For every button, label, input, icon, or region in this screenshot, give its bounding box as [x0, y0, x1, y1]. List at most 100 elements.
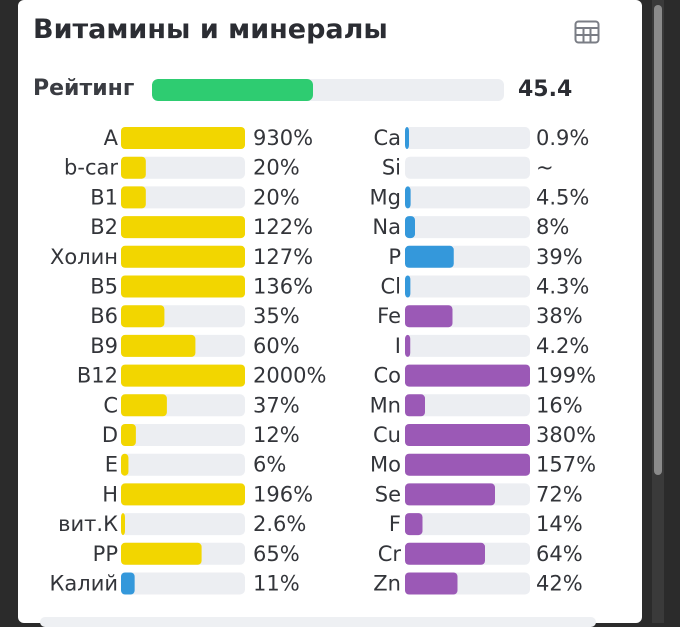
scrollbar[interactable] [652, 0, 664, 623]
bar-value-minerals-6: 38% [536, 304, 583, 328]
rating-label: Рейтинг [33, 76, 135, 101]
bar-value-vitamins-3: 122% [253, 215, 313, 239]
bar-track-vitamins-11 [121, 453, 245, 476]
bar-value-vitamins-5: 136% [253, 275, 313, 299]
bar-vitamins-14 [121, 542, 202, 565]
bar-value-minerals-11: 157% [536, 453, 596, 477]
bar-value-minerals-13: 14% [536, 512, 583, 536]
bar-track-vitamins-2 [121, 186, 245, 209]
bar-vitamins-7 [121, 334, 196, 357]
bar-minerals-15 [405, 572, 458, 595]
bar-minerals-11 [405, 453, 530, 476]
bar-track-minerals-13 [405, 513, 530, 536]
bar-label-vitamins-10: D [102, 423, 118, 447]
table-grid-icon[interactable] [574, 20, 600, 48]
bar-label-vitamins-6: B6 [90, 304, 118, 328]
bar-track-minerals-9 [405, 394, 530, 417]
bar-value-vitamins-14: 65% [253, 542, 300, 566]
bar-minerals-7 [405, 334, 411, 357]
bar-minerals-13 [405, 513, 423, 536]
bar-label-minerals-12: Se [375, 482, 401, 506]
bar-label-vitamins-8: B12 [77, 364, 118, 388]
bar-minerals-9 [405, 394, 425, 417]
bar-label-minerals-8: Co [373, 364, 401, 388]
bar-minerals-14 [405, 542, 485, 565]
bar-label-minerals-0: Ca [373, 126, 401, 150]
bar-label-vitamins-9: C [103, 393, 118, 417]
bar-label-vitamins-5: B5 [90, 275, 118, 299]
page-title: Витамины и минералы [33, 14, 388, 45]
bar-value-vitamins-10: 12% [253, 423, 300, 447]
bar-vitamins-11 [121, 453, 129, 476]
bar-label-minerals-11: Mo [370, 453, 401, 477]
next-section-hint [40, 617, 596, 627]
bar-label-minerals-4: P [388, 245, 401, 269]
bar-value-minerals-4: 39% [536, 245, 583, 269]
bar-track-minerals-1 [405, 156, 530, 179]
bar-label-vitamins-14: PP [93, 542, 118, 566]
bar-track-minerals-3 [405, 216, 530, 239]
bar-label-minerals-13: F [389, 512, 401, 536]
bar-value-minerals-12: 72% [536, 482, 583, 506]
scrollbar-thumb[interactable] [654, 5, 662, 475]
bar-label-vitamins-15: Калий [50, 572, 119, 596]
bar-value-minerals-9: 16% [536, 393, 583, 417]
bar-value-minerals-2: 4.5% [536, 185, 589, 209]
bar-vitamins-3 [121, 216, 245, 239]
bar-label-minerals-2: Mg [370, 185, 401, 209]
bar-track-minerals-2 [405, 186, 530, 209]
bar-label-minerals-3: Na [372, 215, 401, 239]
bar-track-vitamins-1 [121, 156, 245, 179]
bar-vitamins-13 [121, 513, 125, 536]
bar-value-vitamins-1: 20% [253, 156, 300, 180]
bar-label-vitamins-4: Холин [50, 245, 118, 269]
rating-bar-fill [152, 79, 313, 101]
bar-minerals-6 [405, 305, 453, 328]
bar-value-minerals-5: 4.3% [536, 275, 589, 299]
bar-value-minerals-1: ~ [536, 156, 554, 180]
bar-value-vitamins-2: 20% [253, 185, 300, 209]
bar-value-vitamins-13: 2.6% [253, 512, 306, 536]
bar-value-vitamins-6: 35% [253, 304, 300, 328]
bar-track-minerals-0 [405, 127, 530, 149]
bar-value-vitamins-7: 60% [253, 334, 300, 358]
bar-label-minerals-5: Cl [381, 275, 402, 299]
bar-label-minerals-6: Fe [377, 304, 401, 328]
bar-value-minerals-7: 4.2% [536, 334, 589, 358]
bar-value-vitamins-8: 2000% [253, 364, 326, 388]
bar-value-vitamins-12: 196% [253, 482, 313, 506]
bar-value-minerals-14: 64% [536, 542, 583, 566]
bar-label-vitamins-0: A [104, 126, 119, 150]
bar-value-vitamins-4: 127% [253, 245, 313, 269]
bar-minerals-2 [405, 186, 411, 209]
bar-value-vitamins-11: 6% [253, 453, 286, 477]
bar-label-vitamins-1: b-car [64, 156, 118, 180]
bar-minerals-3 [405, 216, 415, 239]
bar-vitamins-0 [121, 127, 245, 149]
bar-label-minerals-9: Mn [370, 393, 401, 417]
bar-minerals-10 [405, 424, 530, 446]
bar-label-minerals-7: I [395, 334, 401, 358]
bar-value-minerals-8: 199% [536, 364, 596, 388]
bar-value-vitamins-15: 11% [253, 572, 300, 596]
bar-vitamins-2 [121, 186, 146, 209]
bar-vitamins-4 [121, 245, 245, 268]
bar-vitamins-1 [121, 156, 146, 179]
rating-value: 45.4 [518, 77, 573, 102]
rating-bar-track [152, 79, 504, 101]
bar-vitamins-5 [121, 275, 245, 298]
bar-value-vitamins-0: 930% [253, 126, 313, 150]
bar-minerals-4 [405, 245, 454, 268]
bar-vitamins-9 [121, 394, 167, 417]
bar-value-vitamins-9: 37% [253, 393, 300, 417]
bar-vitamins-15 [121, 572, 135, 595]
bar-label-minerals-1: Si [382, 156, 401, 180]
bar-track-vitamins-10 [121, 424, 245, 446]
bar-label-minerals-14: Cr [378, 542, 402, 566]
bar-label-minerals-15: Zn [373, 572, 401, 596]
bar-label-vitamins-3: B2 [90, 215, 118, 239]
bar-vitamins-6 [121, 305, 165, 328]
bar-minerals-0 [405, 127, 409, 149]
bar-label-vitamins-2: B1 [90, 185, 118, 209]
